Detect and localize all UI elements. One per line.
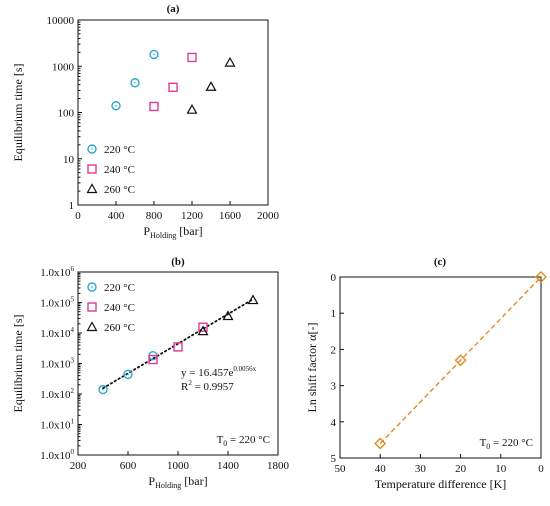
y-tick-label: 1.0x104 [40, 326, 74, 340]
legend-marker [87, 282, 97, 292]
data-point-square [149, 101, 159, 112]
y-tick-label: 100 [58, 108, 75, 120]
plot-frame [77, 19, 269, 206]
y-tick-label: 0 [331, 272, 337, 284]
y-tick-label: 10 [63, 154, 75, 166]
t0-annotation: T0 = 220 °C [480, 437, 533, 451]
data-point-circle-center [115, 104, 117, 107]
legend-marker [86, 183, 98, 194]
data-point-circle-center [134, 81, 136, 84]
x-tick-label: 50 [335, 463, 347, 475]
x-tick-label: 2000 [257, 210, 280, 222]
data-point-diamond [454, 354, 467, 367]
x-tick-label: 1800 [267, 460, 290, 472]
legend-label: 260 °C [104, 184, 135, 196]
series-line [379, 276, 542, 445]
x-tick-label: 1200 [181, 210, 204, 222]
data-point-diamond [535, 271, 547, 283]
legend-label: 220 °C [104, 282, 135, 294]
y-tick-label: 1000 [52, 61, 75, 73]
legend-marker [87, 144, 97, 154]
data-point-diamond [374, 437, 387, 450]
panel-a: (a) 0 400 800 1200 1600 2000 1 10 100 1000 10000 PHo… [11, 3, 280, 240]
data-point-square [187, 52, 197, 63]
x-axis-label: Temperature difference [K] [375, 477, 507, 491]
data-point-circle [123, 369, 133, 380]
y-tick-label: 10000 [47, 15, 75, 27]
y-tick-label: 1 [331, 308, 337, 320]
y-tick-label: 5 [331, 453, 337, 465]
x-tick-label: 1600 [219, 210, 242, 222]
legend: 220 °C 240 °C 260 °C [86, 282, 135, 334]
y-axis-label: Equilibrium time [s] [11, 315, 25, 413]
data-point-triangle [224, 56, 236, 67]
y-tick-label: 1.0x100 [40, 448, 74, 462]
y-tick-label: 1.0x105 [40, 296, 74, 310]
panel-label: (c) [434, 256, 447, 268]
fit-equation: y = 16.457e0.0056x [181, 365, 257, 379]
data-point-triangle [205, 81, 217, 91]
y-tick-label: 1.0x101 [40, 418, 74, 432]
legend-label: 240 °C [104, 164, 135, 176]
x-tick-label: 40 [375, 463, 387, 475]
x-tick-label: 400 [108, 210, 125, 222]
x-tick-label: 30 [415, 463, 427, 475]
plot-frame [339, 276, 542, 459]
legend-marker [86, 321, 98, 332]
data-point-square [173, 342, 183, 352]
legend-marker [87, 302, 97, 312]
data-point-triangle [186, 103, 198, 114]
data-point-square [198, 322, 208, 332]
x-tick-label: 600 [120, 460, 137, 472]
y-tick-label: 1.0x106 [40, 265, 74, 279]
x-tick-label: 1000 [167, 460, 190, 472]
data-point-circle-center [127, 373, 129, 376]
legend-label: 220 °C [104, 144, 135, 156]
y-tick-label: 2 [331, 344, 337, 356]
t0-annotation: T0 = 220 °C [217, 434, 270, 448]
y-tick-label: 4 [331, 417, 337, 429]
x-tick-label: 0 [75, 210, 81, 222]
x-tick-label: 10 [495, 463, 507, 475]
panel-b: (b) 200 600 1000 1400 1800 1.0x100 1.0x101 1.0x1… [11, 256, 290, 490]
data-point-triangle [247, 294, 259, 305]
x-axis-label: PHolding [bar] [148, 474, 207, 490]
y-tick-label: 1.0x103 [40, 357, 74, 371]
y-tick-label: 3 [331, 381, 337, 393]
y-tick-label: 1.0x102 [40, 387, 74, 401]
data-point-circle-center [153, 53, 155, 56]
data-point-square [168, 82, 178, 93]
y-tick-label: 1 [69, 200, 75, 212]
data-point-circle [130, 78, 140, 88]
legend: 220 °C 240 °C 260 °C [86, 144, 135, 196]
data-point-circle [149, 49, 159, 60]
data-point-triangle [197, 325, 209, 336]
plot-frame [77, 271, 279, 456]
x-axis-label: PHolding [bar] [143, 224, 202, 240]
fit-curve [102, 298, 254, 390]
legend-label: 260 °C [104, 322, 135, 334]
x-tick-label: 800 [146, 210, 163, 222]
panel-label: (a) [167, 3, 180, 15]
data-point-circle [111, 101, 121, 111]
fit-r-squared: R2 = 0.9957 [181, 379, 234, 393]
y-axis-label: Equilibrium time [s] [11, 64, 25, 162]
data-point-triangle [222, 310, 234, 321]
x-tick-label: 1400 [217, 460, 240, 472]
x-tick-label: 20 [455, 463, 467, 475]
legend-label: 240 °C [104, 302, 135, 314]
x-tick-label: 0 [538, 463, 544, 475]
legend-marker [87, 164, 97, 174]
panel-c: (c) 50 40 30 20 10 0 0 1 2 3 4 5 Temperature differen… [305, 256, 547, 491]
panel-label: (b) [171, 256, 185, 268]
data-point-circle-center [102, 388, 104, 391]
data-point-square [148, 354, 158, 365]
legend-marker-center [91, 286, 93, 288]
legend-marker-center [91, 148, 93, 150]
x-tick-label: 200 [70, 460, 87, 472]
y-axis-label: Ln shift factor α[-] [305, 323, 319, 413]
data-point-circle [98, 384, 108, 395]
